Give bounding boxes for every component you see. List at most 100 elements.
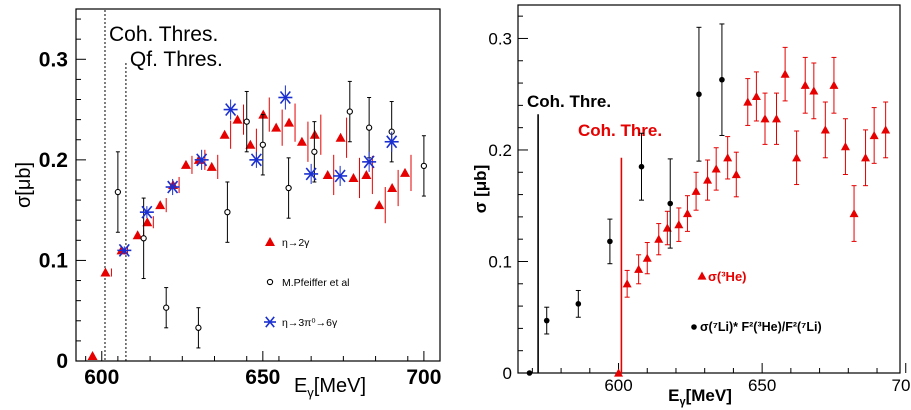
left-star-point (278, 91, 293, 104)
left-legend-marker (265, 237, 275, 246)
left-annotation-qf-thres: Qf. Thres. (130, 48, 223, 71)
right-he3-point (614, 368, 624, 377)
right-legend-marker (697, 271, 707, 280)
left-star-point (384, 135, 399, 149)
right-he3-point (809, 86, 819, 95)
left-pfeiffer-point (259, 141, 266, 148)
right-he3-point (861, 153, 871, 162)
right-he3-point (691, 186, 701, 195)
left-pfeiffer-point (163, 304, 170, 311)
left-triangle-point (387, 183, 398, 193)
right-li7-point (607, 238, 613, 245)
left-pfeiffer-point (311, 148, 318, 155)
left-star-point-d2 (305, 167, 317, 181)
left-legend-label: M.Pfeiffer et al (282, 277, 350, 289)
right-x-tick-label: 650 (748, 376, 776, 395)
left-triangle-point (400, 167, 411, 177)
left-triangle-point (219, 129, 230, 139)
left-triangle-point (100, 267, 111, 277)
right-he3-point (731, 170, 741, 179)
right-li7-point (638, 163, 645, 170)
right-plot-frame (517, 4, 901, 374)
left-legend-label: η→3π⁰→6γ (282, 317, 338, 329)
left-star-point (194, 153, 209, 167)
right-he3-point (723, 153, 733, 162)
left-pfeiffer-point (224, 209, 231, 216)
left-star-point-d2 (196, 153, 208, 167)
left-pfeiffer-point (243, 118, 250, 125)
left-star-point-d2 (363, 155, 375, 169)
left-star-point (117, 243, 132, 257)
right-he3-point (760, 114, 770, 123)
left-triangle-point (206, 161, 217, 171)
left-triangle-point (180, 159, 191, 169)
right-he3-point (881, 125, 891, 134)
left-series (114, 80, 428, 349)
left-star-point (304, 167, 319, 181)
right-series (614, 46, 891, 377)
right-he3-point (642, 253, 652, 262)
left-y-tick-label: 0.2 (39, 149, 68, 172)
left-x-tick-label: 700 (406, 366, 441, 389)
right-he3-point (703, 175, 713, 184)
left-star-point-d2 (141, 205, 153, 219)
left-triangle-point (142, 217, 153, 227)
left-star-point-d2 (225, 103, 237, 117)
right-y-tick-label: 0.1 (488, 252, 512, 271)
right-annotation-coh-thre-black: Coh. Thre. (527, 92, 611, 111)
left-triangle-point (374, 200, 385, 210)
left-star-point (165, 180, 180, 194)
left-star-point-d2 (167, 180, 179, 194)
left-y-tick-label: 0 (56, 350, 68, 373)
right-he3-point (780, 69, 790, 78)
right-he3-point (840, 142, 850, 151)
left-star-point-d2 (279, 91, 291, 104)
right-li7-point (719, 76, 725, 83)
right-he3-point (682, 209, 692, 218)
left-star-point (362, 155, 377, 169)
right-he3-point (849, 209, 859, 218)
right-y-tick-label: 0.3 (488, 29, 512, 48)
left-panel: 600 650 700 0 0.1 0.2 0.3 Eγ[MeV] σ[μb] Coh. Thre… (13, 8, 441, 400)
right-he3-point (869, 130, 879, 140)
right-y-tick-label: 0 (503, 364, 512, 383)
left-triangle-point (284, 117, 295, 127)
left-triangle-point (87, 350, 98, 360)
left-triangle-point (361, 169, 372, 179)
right-he3-point (654, 234, 664, 243)
right-he3-point (800, 80, 810, 89)
right-he3-point (751, 91, 761, 101)
right-li7-point (575, 301, 582, 307)
right-li7-point (526, 370, 533, 376)
left-star-point (333, 169, 348, 183)
right-li7-point (696, 91, 702, 98)
right-he3-point (674, 220, 684, 229)
left-pfeiffer-point (420, 162, 428, 170)
left-y-axis-label: σ[μb] (13, 162, 35, 208)
left-y-tick-label: 0.3 (39, 48, 68, 71)
left-series (117, 85, 399, 257)
right-y-tick-label: 0.2 (488, 141, 512, 160)
right-he3-point (771, 114, 781, 123)
left-triangle-point (322, 169, 333, 179)
left-pfeiffer-point (195, 324, 202, 331)
left-star-point (139, 205, 154, 219)
right-series (526, 23, 725, 376)
right-legend-marker (691, 324, 697, 330)
right-x-tick-label: 600 (604, 376, 632, 395)
right-he3-point (743, 97, 753, 106)
left-pfeiffer-point (140, 235, 147, 242)
left-star-point-d2 (118, 243, 130, 257)
left-triangle-point (245, 139, 256, 149)
left-legend-label: η→2γ (282, 237, 310, 249)
left-legend-marker (264, 316, 276, 328)
left-x-tick-label: 600 (84, 366, 119, 389)
left-annotation-coh-thres: Coh. Thres. (109, 23, 218, 46)
right-y-axis-label: σ [μb] (471, 165, 490, 213)
right-x-tick-label: 700 (892, 376, 911, 395)
left-triangle-point (296, 136, 307, 146)
left-legend-marker-d2 (265, 316, 275, 328)
left-pfeiffer-point (365, 124, 373, 131)
left-x-tick-label: 650 (245, 366, 280, 389)
